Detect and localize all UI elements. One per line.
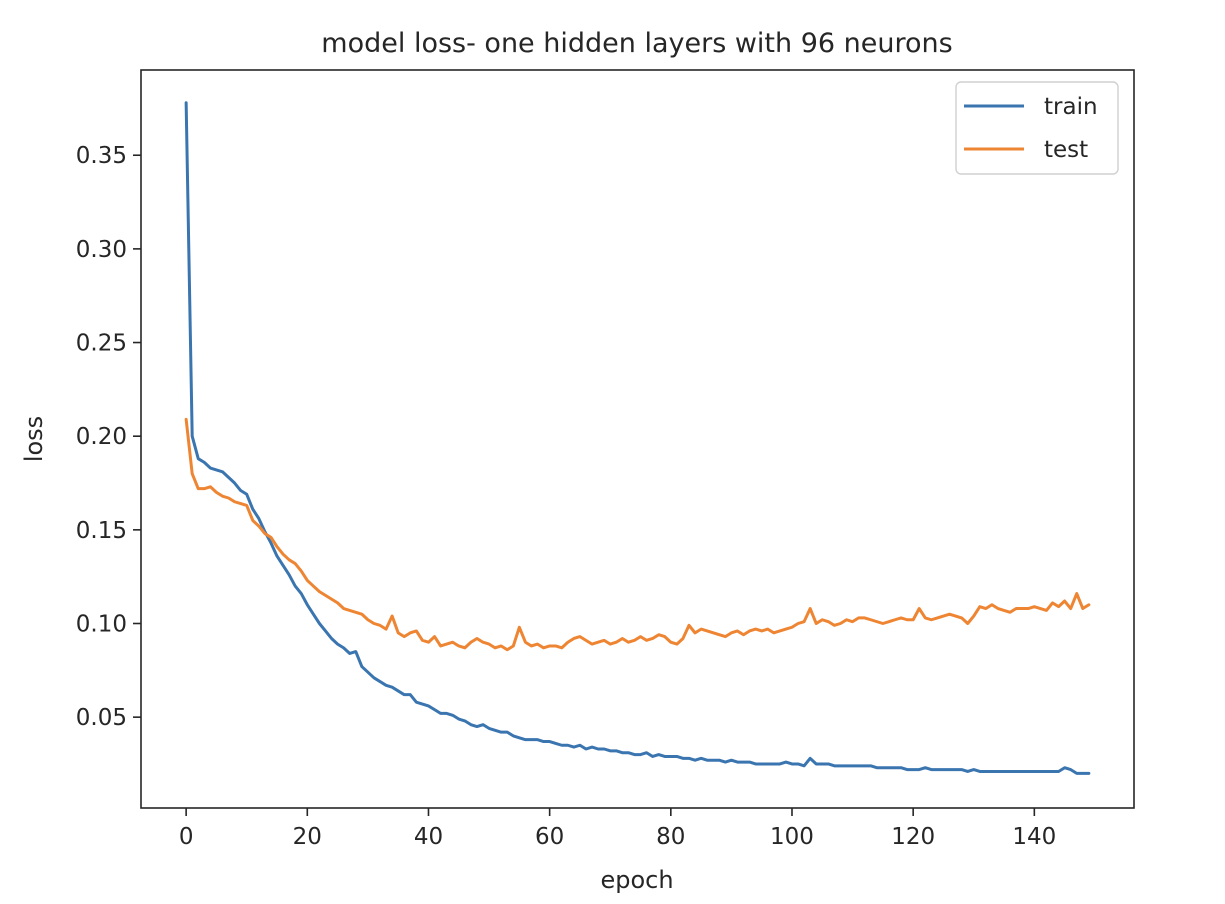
x-tick-label: 0 <box>179 824 194 850</box>
y-tick-label: 0.20 <box>76 424 127 450</box>
series-line-test <box>184 417 1091 652</box>
y-tick-label: 0.05 <box>76 705 127 731</box>
y-tick-label: 0.25 <box>76 331 127 357</box>
legend-label-train: train <box>1044 94 1098 120</box>
series-line-train <box>184 101 1091 775</box>
x-tick-label: 100 <box>770 824 814 850</box>
legend-label-test: test <box>1044 137 1088 163</box>
series-layer <box>184 101 1091 775</box>
y-tick-label: 0.35 <box>76 143 127 169</box>
x-tick-label: 40 <box>414 824 443 850</box>
x-axis-label: epoch <box>600 866 673 894</box>
y-axis-ticks: 0.05 0.10 0.15 0.20 0.25 0.30 0.35 <box>76 143 141 731</box>
x-tick-label: 120 <box>891 824 935 850</box>
legend: train test <box>955 81 1119 175</box>
chart-title: model loss- one hidden layers with 96 ne… <box>321 28 952 59</box>
x-tick-label: 60 <box>535 824 564 850</box>
x-axis-ticks: 0 20 40 60 80 100 120 140 <box>179 808 1056 850</box>
x-tick-label: 20 <box>293 824 322 850</box>
y-tick-label: 0.15 <box>76 518 127 544</box>
x-tick-label: 140 <box>1012 824 1056 850</box>
plot-area-frame <box>140 69 1135 809</box>
y-tick-label: 0.10 <box>76 612 127 638</box>
y-axis-label: loss <box>20 416 48 462</box>
y-tick-label: 0.30 <box>76 237 127 263</box>
x-tick-label: 80 <box>656 824 685 850</box>
